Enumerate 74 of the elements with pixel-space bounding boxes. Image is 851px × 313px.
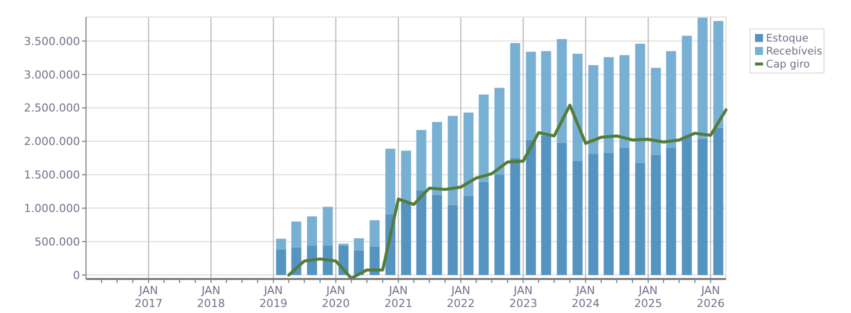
x-tick-label: JAN 2022 xyxy=(446,284,475,310)
bar xyxy=(432,194,442,275)
bar xyxy=(713,128,724,275)
x-tick-label: JAN 2023 xyxy=(509,284,538,310)
bar xyxy=(354,238,364,250)
bar xyxy=(307,216,318,246)
bar xyxy=(463,196,474,275)
legend-label: Recebíveis xyxy=(766,46,822,58)
bar xyxy=(478,94,489,182)
x-tick-label: JAN 2017 xyxy=(134,284,163,310)
bar xyxy=(401,201,412,275)
x-tick-label: JAN 2019 xyxy=(259,284,288,310)
bar xyxy=(619,148,630,275)
bar xyxy=(588,65,598,154)
y-tick-label: 1.500.000 xyxy=(24,168,80,182)
bar xyxy=(385,148,396,214)
bar xyxy=(401,150,412,202)
bar xyxy=(698,138,708,275)
bar xyxy=(416,130,426,190)
y-tick-label: 2.500.000 xyxy=(24,102,80,115)
bar xyxy=(572,54,583,161)
bar xyxy=(556,142,567,275)
bar xyxy=(541,136,552,275)
x-tick-label: JAN 2018 xyxy=(196,284,225,310)
bar xyxy=(666,148,676,275)
x-tick-label: JAN 2020 xyxy=(322,284,350,310)
bar xyxy=(698,18,708,139)
bar xyxy=(322,206,333,246)
bar xyxy=(370,220,380,246)
bar xyxy=(416,190,426,275)
bar xyxy=(526,140,536,275)
y-tick-label: 3.500.000 xyxy=(24,34,80,48)
bar xyxy=(463,112,474,196)
y-tick-label: 1.000.000 xyxy=(24,202,80,216)
bar xyxy=(713,21,724,128)
bar xyxy=(276,249,286,275)
x-tick-label: JAN 2026 xyxy=(696,284,725,310)
bar xyxy=(322,246,333,275)
x-tick-label: JAN 2024 xyxy=(572,284,600,310)
bar xyxy=(448,116,458,205)
bar xyxy=(510,43,520,158)
bar xyxy=(650,154,661,275)
bar xyxy=(682,136,692,275)
bar xyxy=(556,39,567,143)
x-tick-label: JAN 2025 xyxy=(634,284,662,310)
x-tick-label: JAN 2021 xyxy=(384,284,412,310)
bar xyxy=(448,204,458,275)
bar xyxy=(494,174,504,275)
bar xyxy=(604,152,614,275)
bar xyxy=(635,162,646,275)
bar xyxy=(619,55,630,148)
bar xyxy=(526,52,536,140)
legend-label: Estoque xyxy=(766,32,808,45)
y-tick-label: 2.000.000 xyxy=(24,135,80,148)
bar xyxy=(588,154,598,275)
bar xyxy=(494,88,504,174)
bar xyxy=(510,158,520,275)
bar xyxy=(276,238,286,250)
y-tick-label: 0 xyxy=(73,268,80,282)
y-tick-label: 500.000 xyxy=(34,235,80,248)
legend-label: Cap giro xyxy=(766,58,810,71)
bar xyxy=(432,122,442,195)
bar xyxy=(635,44,646,163)
bar xyxy=(572,160,583,275)
bar xyxy=(478,182,489,275)
bar xyxy=(650,68,661,155)
bar xyxy=(291,222,302,248)
bar xyxy=(354,250,364,275)
bar xyxy=(604,57,614,153)
y-tick-label: 3.000.000 xyxy=(24,68,80,82)
bar xyxy=(666,51,676,148)
line-series xyxy=(287,104,728,280)
bar xyxy=(682,36,692,137)
bar xyxy=(541,51,552,136)
